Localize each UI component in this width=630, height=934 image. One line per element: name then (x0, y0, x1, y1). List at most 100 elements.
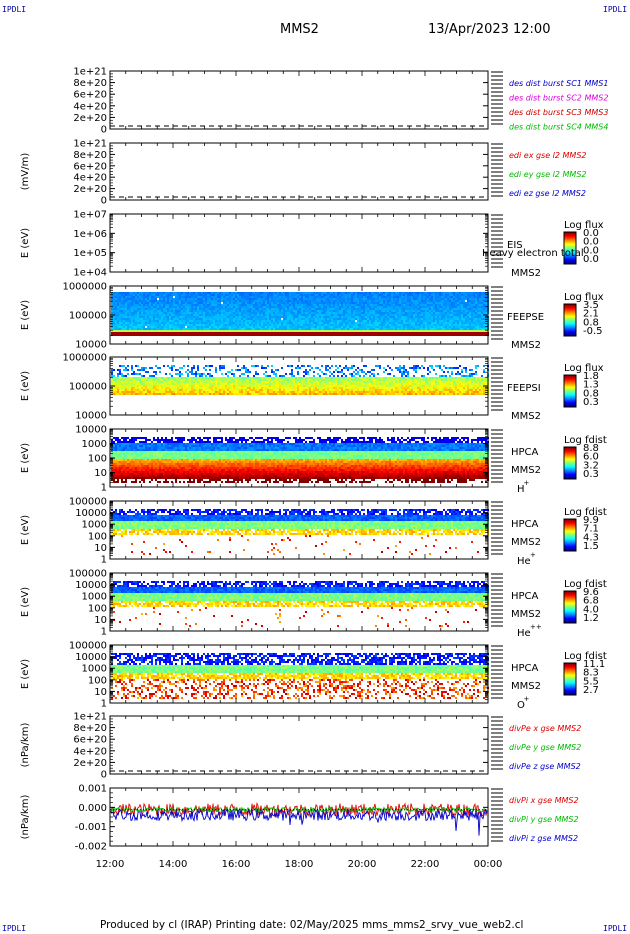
heatmap-cell (377, 328, 379, 330)
heatmap-cell (305, 328, 307, 330)
heatmap-cell (473, 302, 475, 304)
heatmap-cell (199, 306, 201, 308)
heatmap-cell (409, 328, 411, 330)
heatmap-cell (245, 296, 247, 298)
heatmap-cell (411, 292, 413, 294)
heatmap-cell (209, 312, 211, 314)
heatmap-cell (327, 308, 329, 310)
heatmap-cell (301, 308, 303, 310)
heatmap-cell (167, 330, 169, 332)
heatmap-cell (115, 332, 117, 334)
heatmap-cell (269, 322, 271, 324)
heatmap-cell (181, 294, 183, 296)
heatmap-cell (407, 328, 409, 330)
heatmap-cell (189, 332, 191, 334)
heatmap-cell (329, 316, 331, 318)
heatmap-cell (271, 320, 273, 322)
heatmap-cell (263, 332, 265, 334)
heatmap-cell (233, 304, 235, 306)
heatmap-cell (251, 312, 253, 314)
heatmap-cell (127, 383, 129, 385)
heatmap-cell (479, 310, 481, 312)
heatmap-cell (159, 308, 161, 310)
heatmap-cell (185, 300, 187, 302)
heatmap-cell (125, 318, 127, 320)
heatmap-cell (251, 326, 253, 328)
heatmap-cell (459, 296, 461, 298)
heatmap-cell (141, 379, 143, 381)
heatmap-cell (291, 316, 293, 318)
heatmap-cell (247, 308, 249, 310)
heatmap-cell (293, 306, 295, 308)
heatmap-cell (301, 310, 303, 312)
heatmap-cell (295, 296, 297, 298)
heatmap-cell (411, 294, 413, 296)
heatmap-cell (335, 304, 337, 306)
heatmap-cell (299, 308, 301, 310)
heatmap-cell (223, 318, 225, 320)
heatmap-cell (307, 334, 309, 336)
heatmap-cell (125, 326, 127, 328)
heatmap-cell (419, 320, 421, 322)
heatmap-cell (305, 300, 307, 302)
heatmap-cell (237, 328, 239, 330)
heatmap-cell (469, 320, 471, 322)
heatmap-cell (155, 330, 157, 332)
heatmap-cell (319, 328, 321, 330)
heatmap-cell (231, 316, 233, 318)
heatmap-cell (465, 298, 467, 300)
heatmap-cell (455, 316, 457, 318)
heatmap-cell (325, 302, 327, 304)
heatmap-cell (247, 326, 249, 328)
heatmap-cell (273, 330, 275, 332)
heatmap-cell (363, 304, 365, 306)
heatmap-cell (331, 308, 333, 310)
heatmap-cell (157, 302, 159, 304)
heatmap-cell (427, 298, 429, 300)
heatmap-cell (389, 292, 391, 294)
heatmap-cell (307, 292, 309, 294)
heatmap-cell (229, 314, 231, 316)
heatmap-cell (115, 310, 117, 312)
heatmap-cell (123, 318, 125, 320)
heatmap-cell (113, 322, 115, 324)
heatmap-cell (209, 328, 211, 330)
heatmap-cell (127, 328, 129, 330)
heatmap-cell (145, 302, 147, 304)
heatmap-cell (203, 328, 205, 330)
heatmap-cell (203, 330, 205, 332)
heatmap-cell (381, 330, 383, 332)
heatmap-cell (293, 320, 295, 322)
heatmap-cell (445, 294, 447, 296)
heatmap-cell (299, 324, 301, 326)
heatmap-cell (205, 320, 207, 322)
heatmap-cell (225, 324, 227, 326)
heatmap-cell (145, 310, 147, 312)
heatmap-cell (189, 306, 191, 308)
heatmap-cell (457, 316, 459, 318)
heatmap-cell (319, 334, 321, 336)
heatmap-cell (285, 312, 287, 314)
heatmap-cell (231, 304, 233, 306)
heatmap-cell (149, 393, 151, 395)
heatmap-cell (277, 292, 279, 294)
heatmap-cell (131, 310, 133, 312)
heatmap-cell (331, 314, 333, 316)
heatmap-cell (315, 302, 317, 304)
heatmap-cell (317, 312, 319, 314)
heatmap-cell (127, 294, 129, 296)
heatmap-cell (113, 318, 115, 320)
heatmap-cell (423, 306, 425, 308)
heatmap-cell (235, 332, 237, 334)
heatmap-cell (379, 300, 381, 302)
heatmap-cell (353, 304, 355, 306)
heatmap-cell (349, 306, 351, 308)
heatmap-cell (481, 292, 483, 294)
heatmap-cell (159, 314, 161, 316)
heatmap-cell (261, 326, 263, 328)
heatmap-cell (343, 320, 345, 322)
heatmap-cell (119, 387, 121, 389)
heatmap-cell (339, 304, 341, 306)
heatmap-cell (307, 316, 309, 318)
heatmap-cell (327, 300, 329, 302)
